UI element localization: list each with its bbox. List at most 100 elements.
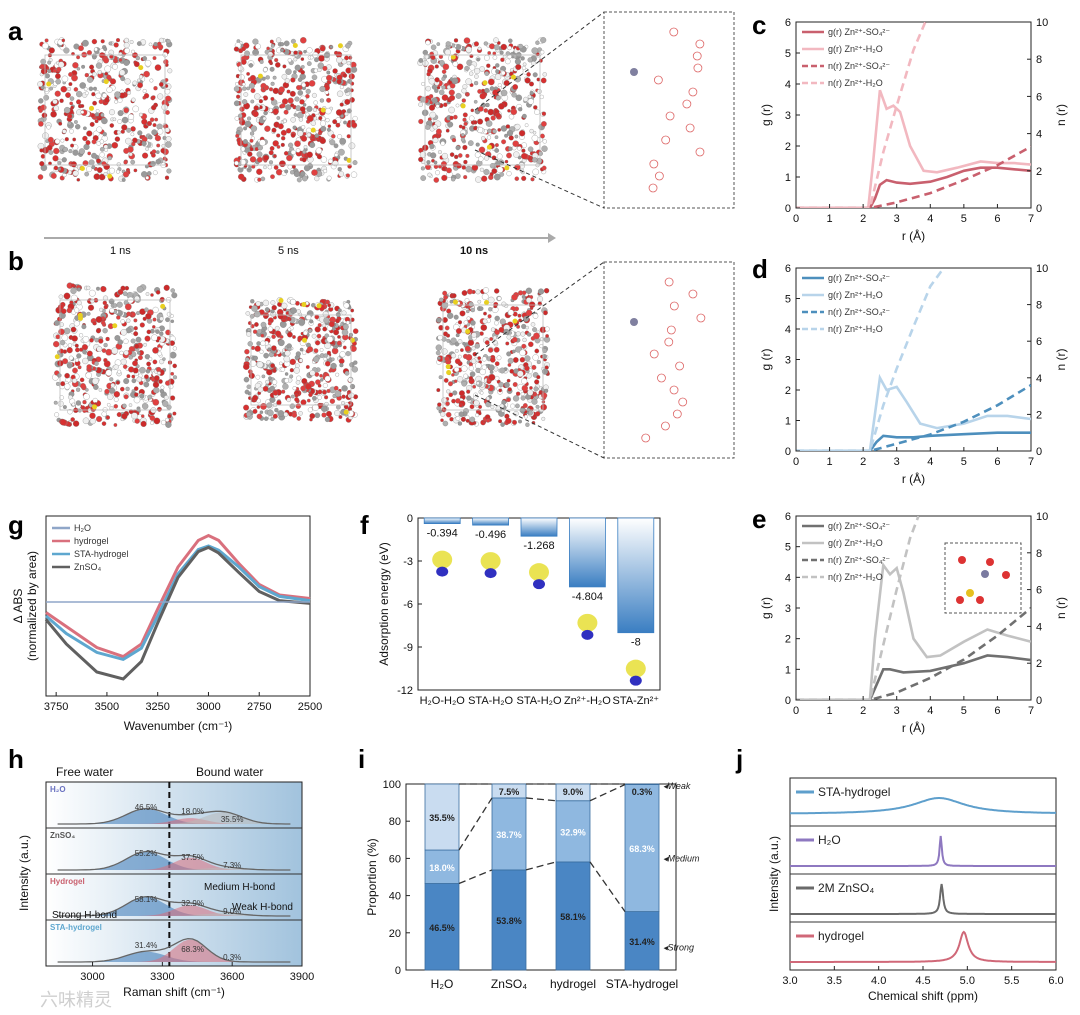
raman-strong-1: 55.2% bbox=[135, 849, 158, 858]
nmr-xlabel: Chemical shift (ppm) bbox=[868, 989, 978, 1003]
proportion-label-2-0: 58.1% bbox=[560, 912, 586, 922]
proportion-ytick-3: 60 bbox=[389, 853, 401, 865]
raman-peak-2-0 bbox=[57, 896, 291, 916]
ftir-series-3 bbox=[44, 545, 311, 681]
series-c-2 bbox=[796, 145, 1031, 208]
adsorption-ytick-1: -3 bbox=[403, 556, 413, 568]
ftir-ylabel-2: (normalized by area) bbox=[25, 551, 39, 661]
xtick-d-0: 0 bbox=[793, 456, 799, 468]
proportion-cat-1: ZnSO₄ bbox=[491, 977, 527, 991]
xtick-d-1: 1 bbox=[827, 456, 833, 468]
ftir-xtick-4: 2750 bbox=[247, 701, 271, 713]
xlabel-d: r (Å) bbox=[902, 471, 925, 486]
adsorption-ytick-4: -12 bbox=[397, 685, 413, 697]
ylabelL-e: g (r) bbox=[759, 597, 773, 619]
xtick-e-6: 6 bbox=[994, 705, 1000, 717]
proportion-ytick-5: 100 bbox=[383, 779, 401, 791]
ytickR-e-3: 6 bbox=[1036, 585, 1042, 597]
proportion-label-0-1: 18.0% bbox=[429, 863, 455, 873]
panel-label-j: j bbox=[735, 744, 743, 774]
proportion-ytick-0: 0 bbox=[395, 965, 401, 977]
proportion-ytick-1: 20 bbox=[389, 928, 401, 940]
series-e-3 bbox=[796, 516, 920, 700]
legend-label-e-2: n(r) Zn²⁺-SO₄²⁻ bbox=[828, 555, 890, 565]
legend-label-e-1: g(r) Zn²⁺-H₂O bbox=[828, 538, 883, 548]
rdf-chart-c: g(r) Zn²⁺-SO₄²⁻ g(r) Zn²⁺-H₂O n(r) Zn²⁺-SO… bbox=[759, 17, 1068, 243]
raman-xtick-3: 3900 bbox=[290, 971, 314, 983]
ytickL-d-5: 5 bbox=[785, 294, 791, 306]
series-c-0 bbox=[796, 166, 1031, 208]
raman-strong-3: 31.4% bbox=[135, 941, 158, 950]
series-d-1 bbox=[796, 373, 1031, 451]
rdf-chart-d: g(r) Zn²⁺-SO₄²⁻ g(r) Zn²⁺-H₂O n(r) Zn²⁺-SO… bbox=[759, 263, 1068, 486]
ftir-xtick-2: 3250 bbox=[145, 701, 169, 713]
adsorption-cat-4: STA-Zn²⁺ bbox=[613, 695, 660, 707]
md-snapshots bbox=[37, 11, 735, 459]
proportion-bar-1-0 bbox=[491, 869, 527, 971]
proportion-ytick-4: 80 bbox=[389, 816, 401, 828]
proportion-bar-2-0 bbox=[555, 861, 591, 971]
legend-label-d-0: g(r) Zn²⁺-SO₄²⁻ bbox=[828, 273, 890, 283]
raman-strong-2: 58.1% bbox=[135, 895, 158, 904]
legend-label-e-0: g(r) Zn²⁺-SO₄²⁻ bbox=[828, 521, 890, 531]
ytickL-e-2: 2 bbox=[785, 634, 791, 646]
raman-peak-0-2 bbox=[57, 812, 291, 824]
raman-xtick-0: 3000 bbox=[80, 971, 104, 983]
raman-envelope-3 bbox=[57, 937, 291, 963]
ytickL-c-0: 0 bbox=[785, 203, 791, 215]
ytickL-c-3: 3 bbox=[785, 110, 791, 122]
raman-weak-1: 7.3% bbox=[223, 861, 241, 870]
raman-weak-3: 0.3% bbox=[223, 953, 241, 962]
raman-region-bound: Bound water bbox=[196, 765, 263, 779]
proportion-label-2-2: 9.0% bbox=[563, 787, 584, 797]
panel-label-h: h bbox=[8, 744, 24, 774]
adsorption-cat-0: H₂O-H₂O bbox=[420, 695, 466, 707]
proportion-series-0: ◂Weak bbox=[663, 781, 691, 791]
proportion-chart: 46.5% 18.0% 35.5% H₂O 53.8% 38.7% 7.5% ZnSO₄ 58.… bbox=[365, 779, 700, 991]
adsorption-bar-2 bbox=[520, 517, 558, 537]
adsorption-cat-1: STA-H₂O bbox=[468, 695, 513, 707]
md-box-2 bbox=[417, 37, 548, 183]
ytickL-e-4: 4 bbox=[785, 572, 791, 584]
md-box-1 bbox=[233, 37, 358, 183]
rdf-chart-e: g(r) Zn²⁺-SO₄²⁻ g(r) Zn²⁺-H₂O n(r) Zn²⁺-SO… bbox=[759, 511, 1068, 735]
ftir-legend-3: ZnSO₄ bbox=[74, 562, 102, 572]
xlabel-c: r (Å) bbox=[902, 228, 925, 243]
zoom-box-0 bbox=[603, 11, 735, 209]
ftir-series-2 bbox=[45, 544, 311, 662]
proportion-label-3-2: 0.3% bbox=[632, 787, 653, 797]
raman-ylabel: Intensity (a.u.) bbox=[17, 835, 31, 911]
nmr-xtick-6: 6.0 bbox=[1048, 975, 1063, 987]
ytickR-e-4: 8 bbox=[1036, 548, 1042, 560]
timeline-arrow: 1 ns 5 ns 10 ns bbox=[44, 233, 556, 257]
ytickL-c-1: 1 bbox=[785, 172, 791, 184]
raman-medium-3: 68.3% bbox=[181, 945, 204, 954]
nmr-series-0 bbox=[790, 797, 1056, 815]
ftir-series-1 bbox=[45, 533, 311, 659]
inset-zn-cluster bbox=[944, 542, 1022, 614]
adsorption-ytick-3: -9 bbox=[403, 642, 413, 654]
xtick-e-5: 5 bbox=[961, 705, 967, 717]
proportion-label-3-0: 31.4% bbox=[629, 937, 655, 947]
proportion-bar-0-2 bbox=[424, 783, 460, 851]
raman-weak-0: 35.5% bbox=[221, 815, 244, 824]
legend-label-d-3: n(r) Zn²⁺-H₂O bbox=[828, 324, 883, 334]
xtick-c-1: 1 bbox=[827, 213, 833, 225]
ytickR-e-2: 4 bbox=[1036, 621, 1042, 633]
adsorption-chart: -0.394 H₂O-H₂O -0.496 STA-H₂O -1.268 STA-H₂O -… bbox=[377, 513, 661, 707]
raman-region-free: Free water bbox=[56, 765, 113, 779]
raman-peak-2-1 bbox=[57, 905, 291, 916]
proportion-bar-1-2 bbox=[491, 783, 527, 799]
series-d-0 bbox=[796, 431, 1031, 451]
raman-medium-1: 37.5% bbox=[181, 853, 204, 862]
raman-strong-0: 46.5% bbox=[135, 803, 158, 812]
xtick-d-4: 4 bbox=[927, 456, 933, 468]
nmr-xtick-1: 3.5 bbox=[827, 975, 842, 987]
raman-annot-medium: Medium H-bond bbox=[204, 882, 275, 893]
adsorption-bar-4 bbox=[617, 517, 655, 634]
xtick-d-2: 2 bbox=[860, 456, 866, 468]
xtick-c-3: 3 bbox=[894, 213, 900, 225]
ytickL-e-5: 5 bbox=[785, 542, 791, 554]
time-5ns: 5 ns bbox=[278, 245, 299, 257]
nmr-ylabel: Intensity (a.u.) bbox=[767, 836, 781, 912]
